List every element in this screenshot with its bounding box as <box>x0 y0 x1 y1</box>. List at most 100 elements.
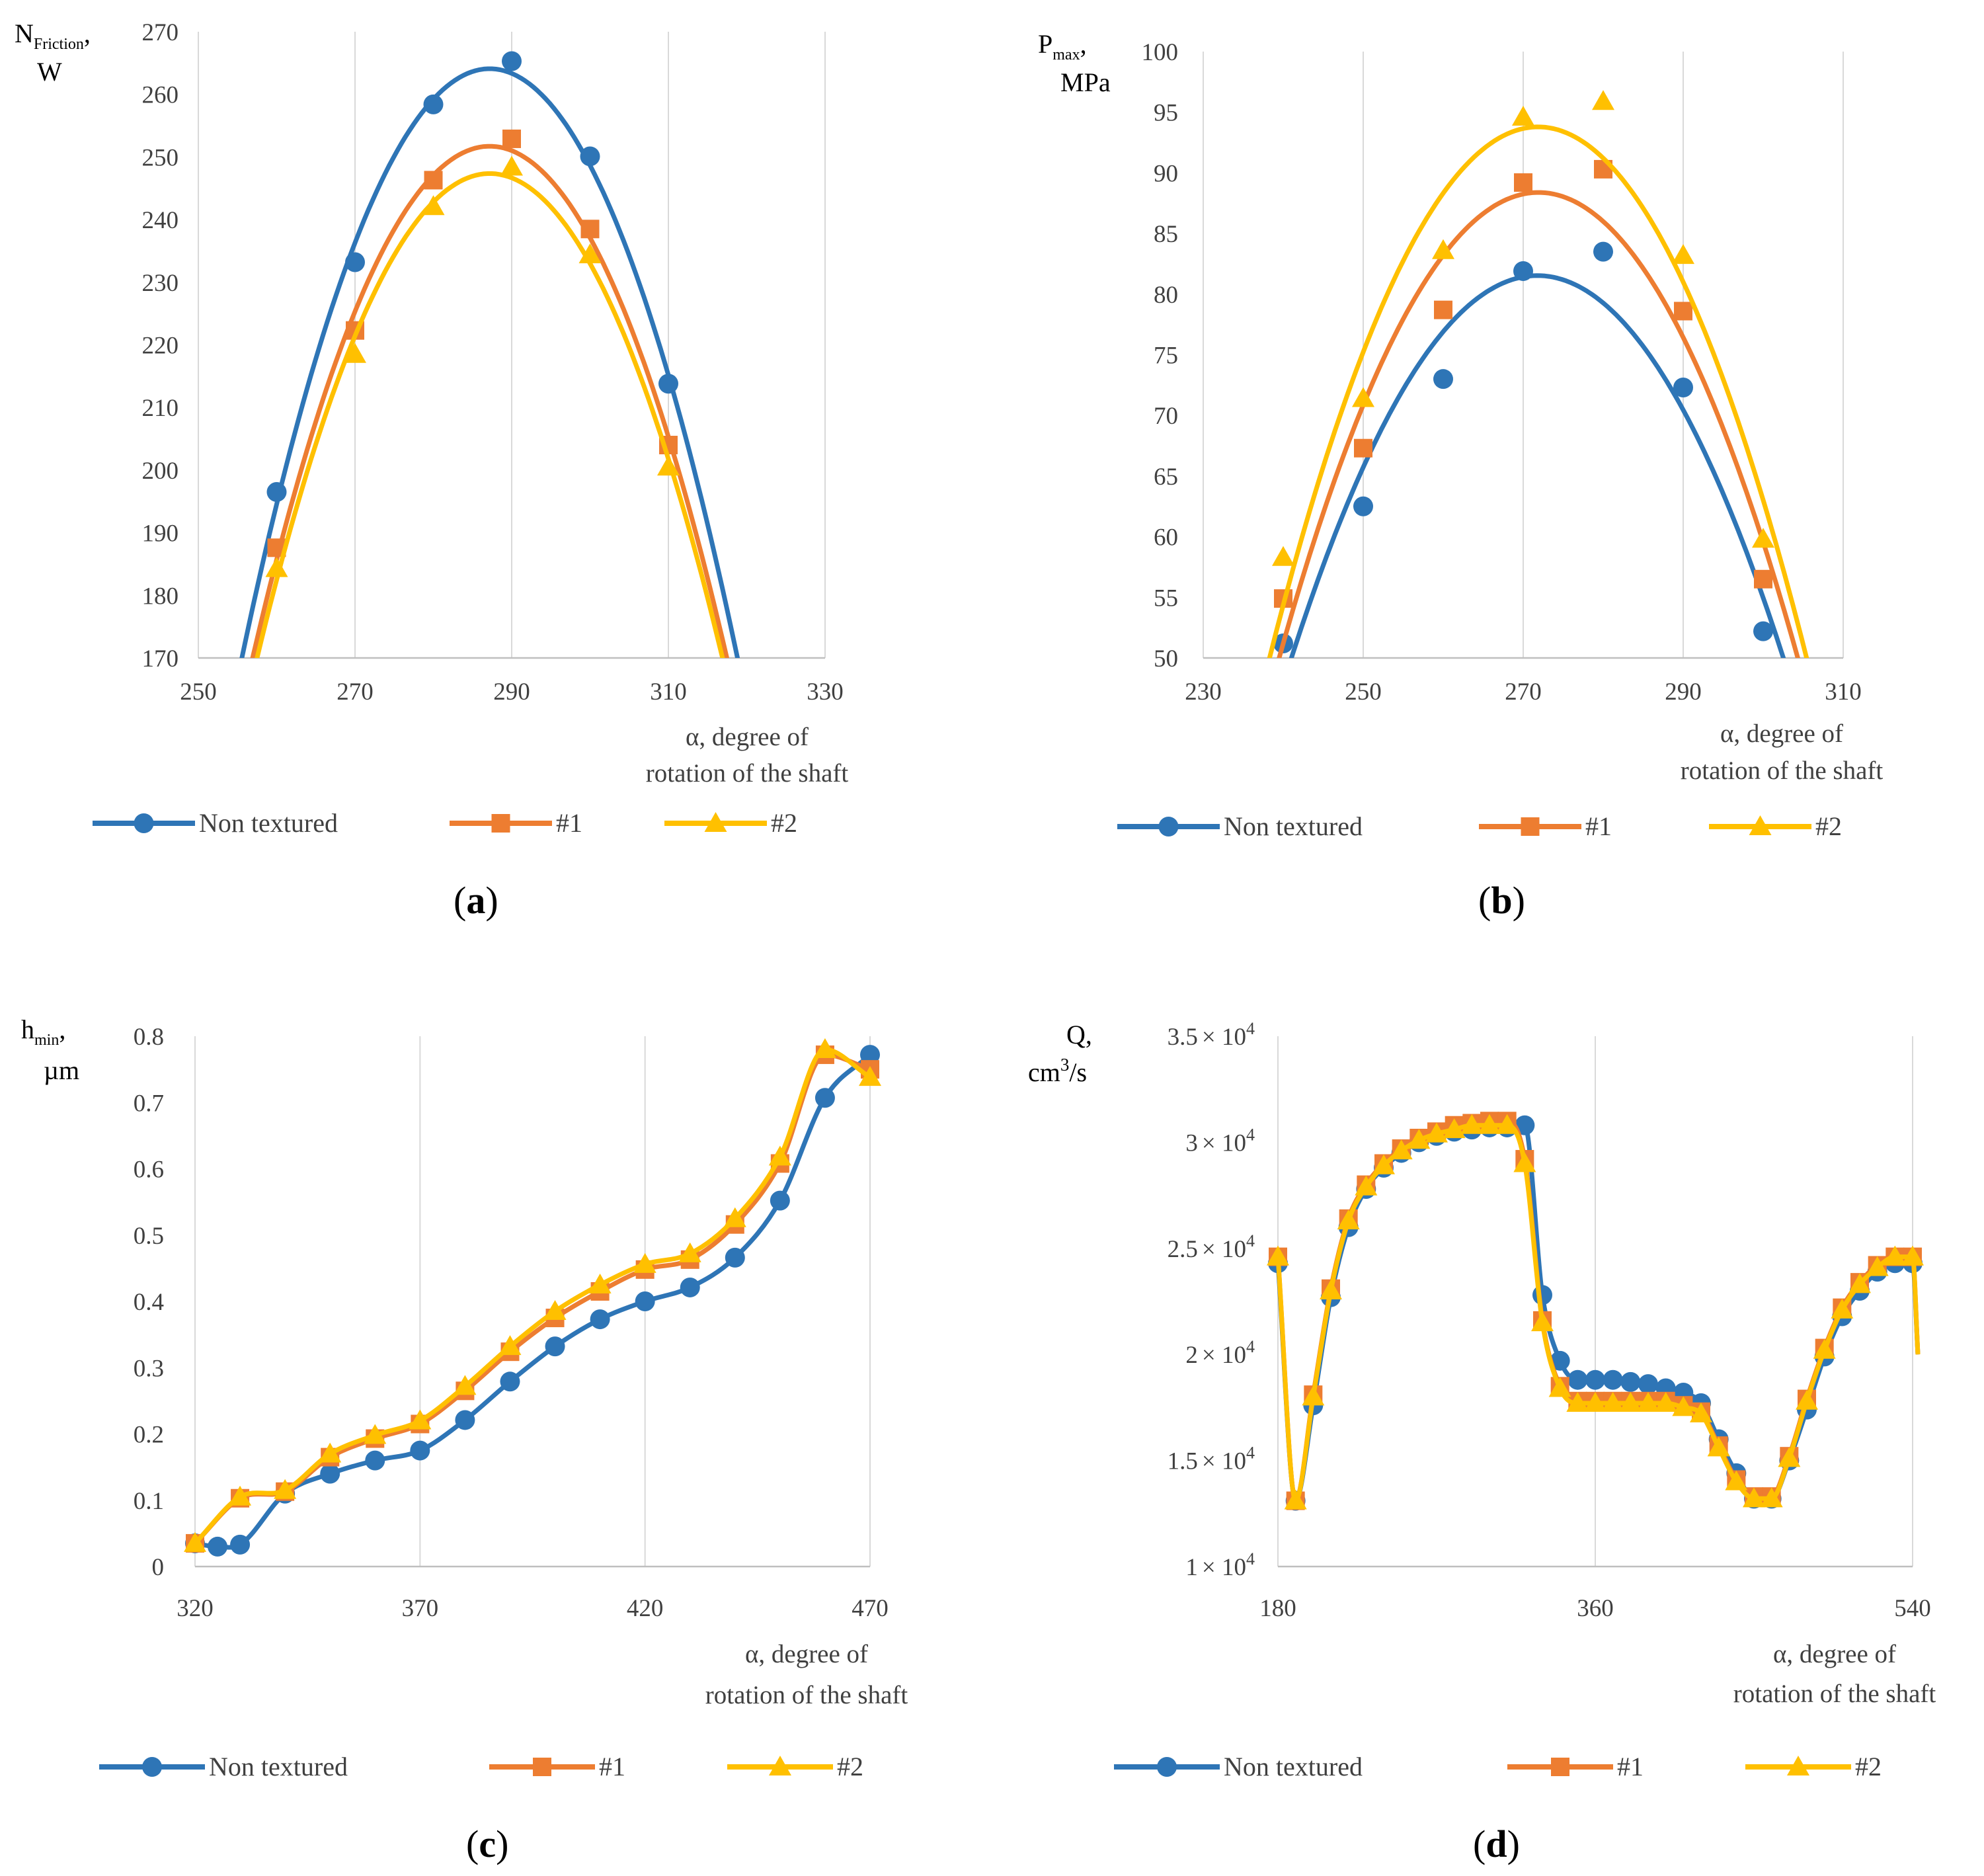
data-point <box>1831 1298 1854 1319</box>
caption-open: ( <box>466 1822 479 1865</box>
y-label-sub: min <box>34 1032 59 1049</box>
data-point <box>1272 546 1294 566</box>
data-point <box>633 1252 656 1273</box>
data-point <box>500 155 523 176</box>
y-tick-times: × 10 <box>1202 1129 1246 1157</box>
y-tick-label: 2.5 × 104 <box>1168 1231 1255 1263</box>
data-point <box>1548 1377 1571 1397</box>
x-axis-label-line2: rotation of the shaft <box>646 759 849 788</box>
data-point <box>1753 621 1773 641</box>
data-point <box>578 243 602 264</box>
data-point <box>1848 1273 1871 1293</box>
data-point <box>1567 1369 1588 1390</box>
y-tick-times: × 10 <box>1202 1024 1246 1051</box>
legend-marker <box>1158 817 1179 836</box>
data-point <box>545 1336 565 1357</box>
data-point <box>1593 241 1613 262</box>
caption-close: ) <box>1507 1822 1520 1865</box>
data-point <box>725 1247 745 1268</box>
x-tick-label: 290 <box>493 678 530 706</box>
legend-label: #1 <box>556 808 582 838</box>
x-tick-label: 540 <box>1894 1595 1931 1622</box>
x-tick-label: 360 <box>1577 1595 1614 1622</box>
x-tick-label: 310 <box>1825 678 1862 706</box>
y-tick-exponent: 4 <box>1246 1125 1255 1144</box>
caption-letter: c <box>479 1822 496 1865</box>
y-label-main: P <box>1038 29 1052 59</box>
plot-area <box>1267 90 1809 658</box>
data-point <box>1495 1114 1519 1134</box>
y-tick-label: 0.7 <box>134 1090 164 1117</box>
data-point <box>410 1440 430 1461</box>
x-axis-label-line1: α, degree of <box>745 1640 868 1668</box>
data-point <box>1337 1209 1360 1230</box>
caption-open: ( <box>1473 1822 1486 1865</box>
y-unit-sup: 3 <box>1060 1055 1070 1075</box>
y-tick-label: 2 × 104 <box>1185 1337 1255 1369</box>
legend-marker <box>704 812 727 832</box>
data-point <box>229 1485 252 1506</box>
series-line-#2 <box>255 171 725 658</box>
data-point <box>1674 302 1692 321</box>
data-point <box>1603 1369 1623 1390</box>
data-point <box>1443 1118 1466 1139</box>
data-point <box>498 1335 522 1356</box>
y-tick-mantissa: 2.5 <box>1168 1236 1198 1263</box>
panel-caption: (d) <box>1473 1822 1520 1865</box>
data-point <box>1433 369 1453 389</box>
data-point <box>423 94 444 114</box>
data-point <box>1354 438 1372 458</box>
data-point <box>860 1045 880 1065</box>
y-axis-unit: W <box>37 57 62 87</box>
plot-area <box>1267 1112 1924 1511</box>
data-point <box>1743 1487 1765 1508</box>
x-axis-label-line2: rotation of the shaft <box>705 1681 908 1709</box>
data-point <box>502 51 522 71</box>
y-tick-mantissa: 3 <box>1185 1129 1198 1157</box>
y-tick-label: 1.5 × 104 <box>1168 1444 1255 1475</box>
x-tick-label: 310 <box>650 678 687 706</box>
y-tick-label: 230 <box>142 270 179 297</box>
panel-caption: (a) <box>454 879 498 922</box>
data-point <box>230 1534 251 1555</box>
data-point <box>1884 1245 1907 1266</box>
x-axis-label-line2: rotation of the shaft <box>1681 756 1884 785</box>
legend-label: #2 <box>837 1752 863 1781</box>
y-tick-label: 3.5 × 104 <box>1168 1019 1255 1051</box>
y-tick-label: 220 <box>142 333 179 360</box>
y-tick-mantissa: 2 <box>1185 1342 1198 1369</box>
y-tick-exponent: 4 <box>1246 1337 1255 1356</box>
data-point <box>1778 1447 1801 1467</box>
y-tick-label: 0.4 <box>134 1289 164 1316</box>
data-point <box>502 129 521 148</box>
y-tick-mantissa: 1 <box>1185 1554 1198 1581</box>
x-axis-label-line1: α, degree of <box>1720 719 1843 748</box>
data-point <box>1372 1154 1395 1174</box>
data-point <box>678 1242 701 1262</box>
legend-label: #2 <box>1855 1752 1882 1781</box>
y-tick-exponent: 4 <box>1246 1231 1255 1250</box>
legend-label: #2 <box>1815 811 1842 841</box>
y-label-main: h <box>21 1014 34 1044</box>
data-point <box>1284 1489 1307 1510</box>
y-tick-label: 1 × 104 <box>1185 1549 1255 1581</box>
y-tick-label: 55 <box>1154 585 1178 612</box>
y-tick-label: 0.3 <box>134 1355 164 1382</box>
data-point <box>1901 1245 1924 1266</box>
legend-label: #2 <box>771 808 797 838</box>
series-line-Non textured <box>194 1053 872 1550</box>
y-tick-times: × 10 <box>1202 1236 1246 1263</box>
y-tick-label: 65 <box>1154 464 1178 491</box>
data-point <box>320 1463 340 1484</box>
data-point <box>859 1066 881 1086</box>
y-unit-base: cm <box>1028 1057 1060 1087</box>
legend-label: #1 <box>1617 1752 1644 1781</box>
data-point <box>1550 1350 1570 1371</box>
panel-caption: (c) <box>466 1822 508 1865</box>
y-tick-label: 250 <box>142 144 179 171</box>
x-tick-label: 180 <box>1259 1595 1296 1622</box>
data-point <box>1390 1139 1413 1160</box>
data-point <box>1408 1129 1431 1149</box>
x-tick-label: 250 <box>180 678 217 706</box>
y-tick-label: 170 <box>142 645 179 673</box>
